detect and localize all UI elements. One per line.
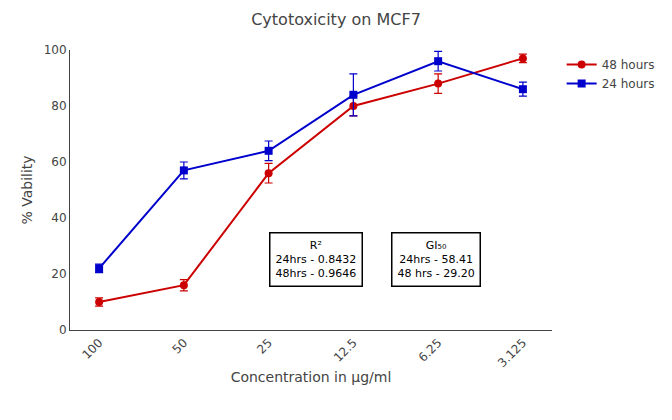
svg-text:40: 40 [51, 211, 66, 225]
svg-text:25: 25 [254, 336, 275, 357]
svg-text:GI₅₀24hrs - 58.4148 hrs - 29.2: GI₅₀24hrs - 58.4148 hrs - 29.20 [398, 239, 475, 281]
svg-text:20: 20 [51, 267, 66, 281]
svg-text:6.25: 6.25 [416, 336, 445, 365]
svg-text:24 hours: 24 hours [602, 77, 655, 91]
svg-text:3.125: 3.125 [495, 336, 529, 370]
svg-text:R²24hrs - 0.843248hrs - 0.9646: R²24hrs - 0.843248hrs - 0.9646 [276, 239, 357, 281]
svg-text:% Vability: % Vability [19, 155, 35, 224]
svg-text:60: 60 [51, 155, 66, 169]
svg-text:0: 0 [59, 323, 67, 337]
svg-text:50: 50 [170, 336, 191, 357]
svg-text:48 hours: 48 hours [602, 58, 655, 72]
svg-text:Concentration in μg/ml: Concentration in μg/ml [231, 369, 392, 385]
svg-text:80: 80 [51, 99, 66, 113]
svg-text:Cytotoxicity on MCF7: Cytotoxicity on MCF7 [251, 10, 421, 29]
svg-text:100: 100 [44, 43, 67, 57]
svg-text:100: 100 [79, 336, 105, 362]
svg-text:12.5: 12.5 [331, 336, 360, 365]
